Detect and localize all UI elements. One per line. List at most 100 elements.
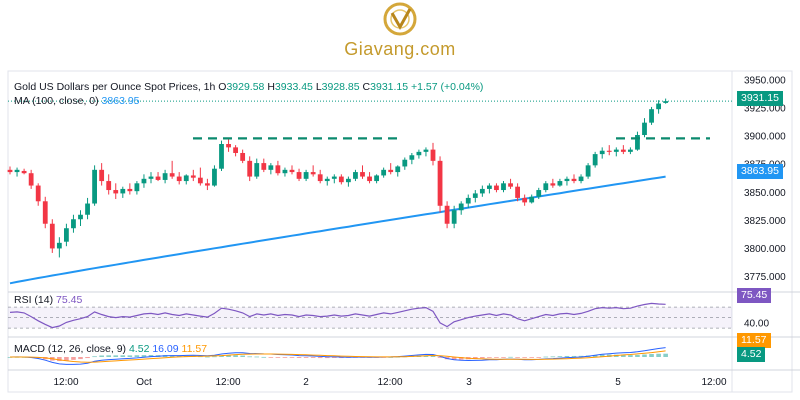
- candle-body: [487, 185, 492, 189]
- macd-hist-bar: [458, 357, 464, 360]
- candle-body: [346, 178, 351, 183]
- candle-body: [247, 160, 253, 177]
- rsi-value-tag: 75.45: [737, 288, 772, 303]
- y-tick-label: 3775.000: [744, 272, 786, 283]
- candle-body: [64, 228, 69, 242]
- candle-body: [501, 183, 506, 191]
- level-layer: [8, 100, 732, 140]
- candle-body: [649, 109, 654, 123]
- candle-body: [465, 197, 471, 204]
- candle-body: [155, 176, 161, 180]
- rsi-pane: [8, 302, 732, 329]
- macd-hist-bar: [148, 355, 154, 357]
- macd-hist-bar: [423, 355, 429, 357]
- rsi-legend-label: RSI (14): [14, 294, 54, 306]
- macd-hist-bar: [226, 355, 231, 357]
- brand-logo: Giavang.com: [300, 0, 500, 66]
- candle-body: [353, 172, 358, 179]
- macd-hist-bar: [85, 357, 90, 359]
- macd-signal-tag: 11.57: [737, 333, 771, 348]
- y-tick-label: 3825.000: [744, 216, 786, 227]
- macd-hist-bar: [324, 357, 330, 359]
- open-value: 3929.58: [226, 81, 265, 93]
- macd-line: [9, 347, 666, 365]
- close-value: 3931.15: [370, 81, 409, 93]
- ma100-line: [9, 175, 666, 285]
- x-tick-label: 12:00: [377, 377, 402, 388]
- macd-hist-bar: [64, 357, 69, 361]
- ma-layer: [9, 175, 666, 285]
- macd-hist-bar: [205, 356, 210, 358]
- y-tick-label: 3925.000: [744, 104, 786, 115]
- x-tick-label: 12:00: [53, 377, 78, 388]
- candle-body: [226, 144, 231, 148]
- open-key: O: [218, 81, 227, 93]
- macd-hist-bar: [451, 357, 457, 360]
- candle-body: [458, 203, 464, 211]
- macd-hist-bar: [430, 355, 436, 357]
- candle-body: [254, 163, 260, 177]
- candle-body: [536, 190, 542, 197]
- macd-hist-bar: [212, 356, 217, 358]
- candle-body: [592, 154, 598, 166]
- rsi-line: [9, 302, 666, 329]
- candle-body: [141, 178, 147, 184]
- candle-body: [35, 185, 41, 202]
- plot-frame: [7, 70, 793, 393]
- macd-legend-v1: 4.52: [128, 343, 150, 355]
- candle-body: [557, 181, 563, 186]
- macd-hist-bar: [296, 357, 302, 358]
- candle-body: [99, 169, 105, 182]
- candle-body: [14, 169, 20, 173]
- macd-hist-bar: [649, 354, 654, 357]
- rsi-legend-value: 75.45: [56, 294, 83, 306]
- y-tick-label: 3800.000: [744, 244, 786, 255]
- macd-hist-bar: [592, 354, 598, 357]
- candle-body: [606, 150, 612, 152]
- macd-hist-bar: [621, 354, 626, 357]
- candle-body: [106, 181, 112, 191]
- y-tick-label: 3850.000: [744, 188, 786, 199]
- y-tick-label: 3900.000: [744, 132, 786, 143]
- candle-body: [268, 165, 274, 170]
- candle-body: [56, 242, 62, 249]
- macd-hist-bar: [571, 355, 577, 357]
- candle-body: [261, 163, 267, 170]
- macd-hist-bar: [536, 357, 542, 358]
- candle-body: [127, 188, 133, 192]
- x-tick-label: 5: [615, 377, 621, 388]
- candle-body: [381, 169, 387, 176]
- rsi-tick-label: 40.00: [744, 318, 769, 329]
- candle-body: [78, 214, 83, 220]
- candle-body: [494, 185, 499, 191]
- macd-hist-bar: [127, 355, 133, 357]
- macd-hist-bar: [550, 356, 556, 358]
- macd-hist-bar: [92, 356, 97, 358]
- macd-hist-bar: [473, 357, 478, 359]
- macd-hist-bar: [635, 354, 640, 357]
- macd-legend-v2: 16.09: [152, 343, 179, 355]
- macd-hist-bar: [120, 355, 126, 357]
- candle-body: [508, 183, 513, 187]
- macd-hist-bar: [134, 355, 140, 357]
- x-tick-label: 12:00: [215, 377, 240, 388]
- rsi-legend: RSI (14) 75.45: [14, 294, 82, 306]
- candle-body: [571, 178, 577, 182]
- candle-body: [275, 165, 281, 174]
- macd-hist-bar: [663, 353, 668, 357]
- candle-body: [529, 196, 535, 203]
- candles-layer: [7, 98, 669, 258]
- candle-body: [564, 178, 570, 182]
- candle-body: [190, 175, 196, 178]
- macd-hist-bar: [71, 357, 76, 360]
- macd-hist-bar: [508, 356, 513, 358]
- macd-hist-bar: [543, 356, 549, 358]
- ma-legend-value: 3863.95: [101, 95, 140, 107]
- candle-body: [21, 170, 27, 174]
- candle-body: [437, 160, 443, 206]
- candle-body: [430, 149, 436, 161]
- macd-hist-bar: [557, 356, 563, 357]
- candle-body: [522, 197, 528, 203]
- high-value: 3933.45: [274, 81, 313, 93]
- macd-signal-line: [10, 350, 666, 363]
